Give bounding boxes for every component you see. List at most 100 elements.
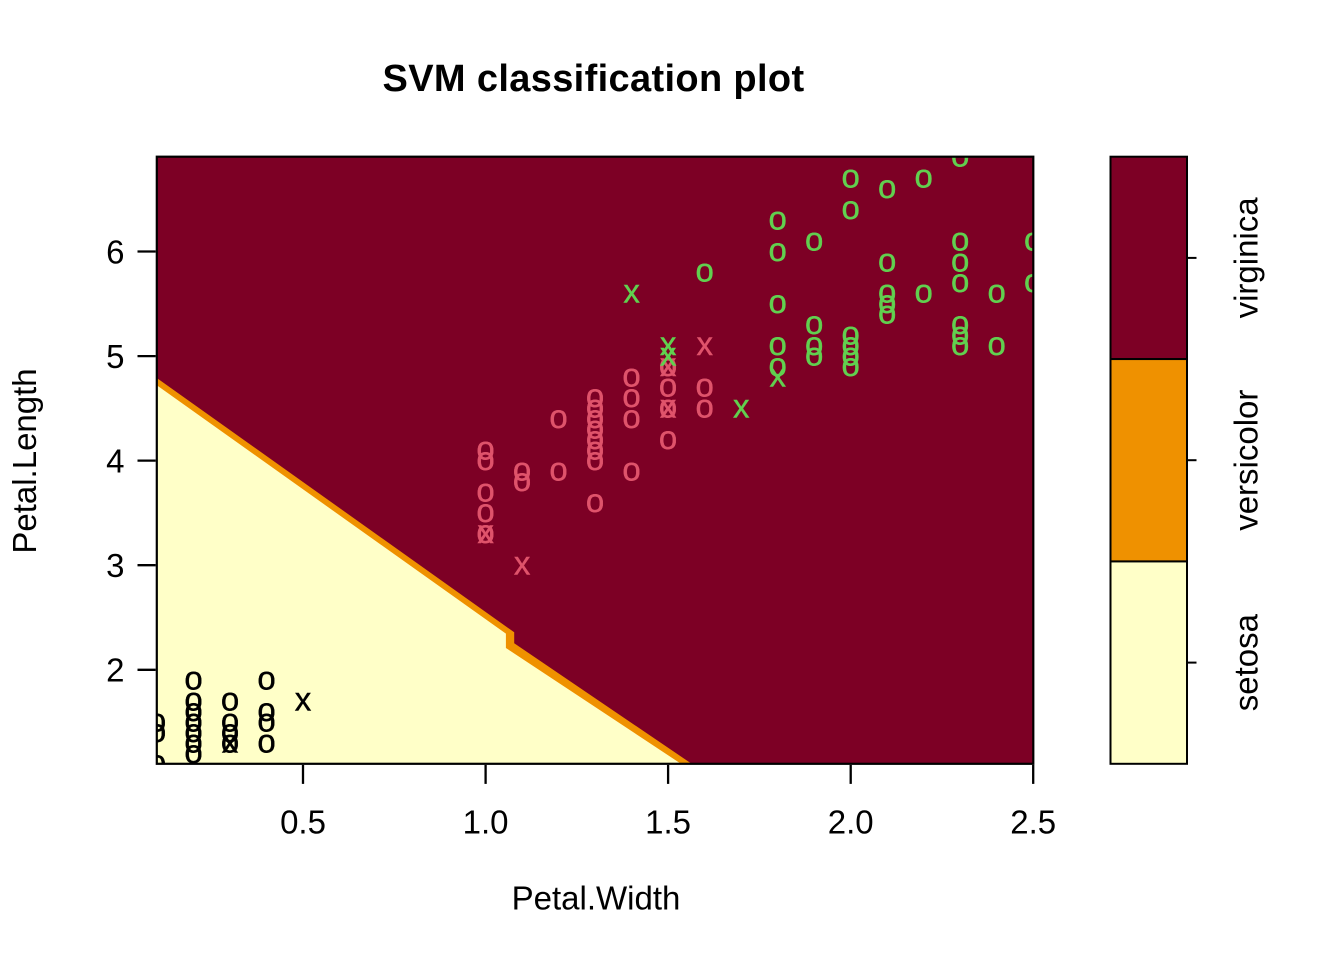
svg-text:o: o bbox=[805, 304, 823, 341]
svg-text:SVM classification plot: SVM classification plot bbox=[383, 58, 805, 100]
svg-text:o: o bbox=[586, 419, 604, 456]
svg-text:o: o bbox=[951, 220, 969, 257]
svg-text:o: o bbox=[842, 189, 860, 226]
svg-text:x: x bbox=[222, 722, 239, 759]
svg-text:o: o bbox=[951, 304, 969, 341]
svg-text:o: o bbox=[842, 158, 860, 195]
svg-text:o: o bbox=[476, 471, 494, 508]
svg-text:o: o bbox=[659, 419, 677, 456]
svg-text:o: o bbox=[476, 430, 494, 467]
svg-text:o: o bbox=[878, 241, 896, 278]
svg-text:o: o bbox=[257, 722, 275, 759]
svg-text:x: x bbox=[660, 388, 677, 425]
svg-text:o: o bbox=[805, 220, 823, 257]
svg-text:o: o bbox=[878, 273, 896, 310]
svg-text:o: o bbox=[1024, 262, 1042, 299]
svg-text:o: o bbox=[221, 712, 239, 749]
svg-text:o: o bbox=[184, 701, 202, 738]
svg-text:o: o bbox=[257, 701, 275, 738]
svg-text:o: o bbox=[148, 712, 166, 749]
svg-text:x: x bbox=[660, 346, 677, 383]
svg-text:o: o bbox=[221, 701, 239, 738]
svg-text:x: x bbox=[733, 388, 750, 425]
svg-text:o: o bbox=[842, 315, 860, 352]
svg-text:o: o bbox=[988, 325, 1006, 362]
svg-text:x: x bbox=[623, 273, 640, 310]
svg-text:x: x bbox=[660, 335, 677, 372]
svg-text:o: o bbox=[878, 294, 896, 331]
svg-text:o: o bbox=[878, 168, 896, 205]
svg-text:x: x bbox=[514, 545, 531, 582]
svg-text:o: o bbox=[622, 398, 640, 435]
svg-text:o: o bbox=[769, 283, 787, 320]
svg-text:o: o bbox=[184, 712, 202, 749]
svg-text:2.0: 2.0 bbox=[828, 803, 874, 840]
svg-text:o: o bbox=[769, 199, 787, 236]
svg-text:o: o bbox=[659, 346, 677, 383]
svg-text:5: 5 bbox=[106, 338, 124, 375]
svg-text:o: o bbox=[586, 440, 604, 477]
svg-text:o: o bbox=[878, 283, 896, 320]
svg-text:o: o bbox=[586, 388, 604, 425]
svg-text:1.0: 1.0 bbox=[463, 803, 509, 840]
svg-text:virginica: virginica bbox=[1228, 197, 1265, 319]
svg-text:o: o bbox=[184, 681, 202, 718]
svg-text:x: x bbox=[660, 325, 677, 362]
svg-text:o: o bbox=[549, 450, 567, 487]
svg-text:6: 6 bbox=[106, 233, 124, 270]
svg-text:o: o bbox=[476, 513, 494, 550]
svg-text:o: o bbox=[951, 262, 969, 299]
svg-text:o: o bbox=[586, 482, 604, 519]
svg-text:setosa: setosa bbox=[1228, 613, 1265, 711]
svg-text:o: o bbox=[622, 356, 640, 393]
svg-text:o: o bbox=[842, 325, 860, 362]
svg-text:o: o bbox=[148, 701, 166, 738]
svg-text:o: o bbox=[476, 440, 494, 477]
svg-text:o: o bbox=[951, 241, 969, 278]
svg-text:o: o bbox=[769, 346, 787, 383]
svg-text:o: o bbox=[951, 325, 969, 362]
svg-text:o: o bbox=[513, 461, 531, 498]
svg-text:o: o bbox=[586, 377, 604, 414]
svg-text:0.5: 0.5 bbox=[280, 803, 326, 840]
svg-text:o: o bbox=[915, 273, 933, 310]
svg-text:o: o bbox=[769, 325, 787, 362]
svg-text:4: 4 bbox=[106, 442, 124, 479]
svg-text:o: o bbox=[586, 398, 604, 435]
svg-text:o: o bbox=[842, 346, 860, 383]
svg-text:o: o bbox=[805, 335, 823, 372]
svg-text:o: o bbox=[769, 231, 787, 268]
svg-text:x: x bbox=[295, 681, 312, 718]
svg-text:o: o bbox=[988, 273, 1006, 310]
svg-text:Petal.Length: Petal.Length bbox=[6, 368, 43, 553]
svg-text:Petal.Width: Petal.Width bbox=[512, 879, 681, 916]
svg-text:o: o bbox=[1024, 220, 1042, 257]
svg-text:o: o bbox=[184, 691, 202, 728]
svg-text:o: o bbox=[951, 315, 969, 352]
svg-text:o: o bbox=[257, 660, 275, 697]
svg-text:o: o bbox=[659, 388, 677, 425]
svg-text:o: o bbox=[915, 158, 933, 195]
svg-text:2.5: 2.5 bbox=[1010, 803, 1056, 840]
svg-text:o: o bbox=[842, 335, 860, 372]
svg-text:o: o bbox=[659, 367, 677, 404]
svg-text:o: o bbox=[586, 409, 604, 446]
svg-text:x: x bbox=[696, 325, 713, 362]
svg-text:o: o bbox=[549, 398, 567, 435]
svg-text:2: 2 bbox=[106, 652, 124, 689]
svg-text:x: x bbox=[769, 356, 786, 393]
svg-text:o: o bbox=[257, 691, 275, 728]
svg-text:o: o bbox=[221, 681, 239, 718]
svg-text:o: o bbox=[476, 492, 494, 529]
svg-text:o: o bbox=[221, 722, 239, 759]
svg-text:o: o bbox=[951, 137, 969, 174]
svg-text:o: o bbox=[148, 743, 166, 780]
svg-text:o: o bbox=[586, 430, 604, 467]
svg-text:o: o bbox=[184, 733, 202, 770]
svg-text:versicolor: versicolor bbox=[1228, 390, 1265, 531]
svg-text:1.5: 1.5 bbox=[645, 803, 691, 840]
svg-text:o: o bbox=[696, 388, 714, 425]
svg-text:o: o bbox=[513, 450, 531, 487]
svg-text:o: o bbox=[184, 660, 202, 697]
svg-text:x: x bbox=[477, 513, 494, 550]
